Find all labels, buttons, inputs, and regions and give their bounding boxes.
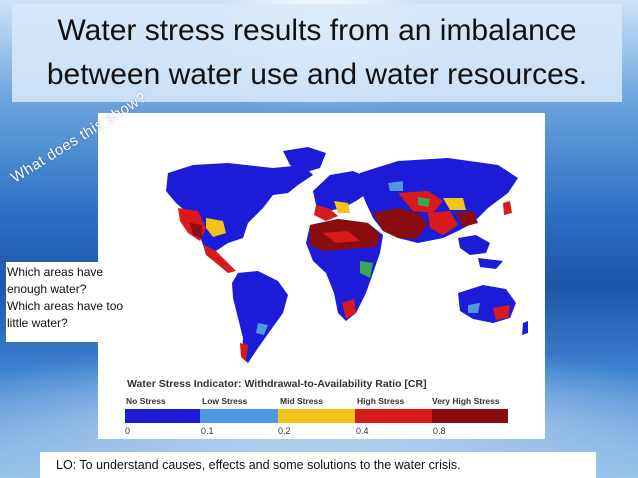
southeast-asia bbox=[458, 235, 490, 255]
legend-label-low-stress: Low Stress bbox=[202, 396, 248, 406]
north-america bbox=[166, 163, 313, 251]
question-line: enough water? bbox=[7, 282, 87, 296]
south-america bbox=[232, 271, 288, 363]
questions-box: Which areas have enough water? Which are… bbox=[6, 262, 158, 342]
middle-east-stress bbox=[373, 208, 428, 239]
question-line: little water? bbox=[7, 316, 68, 330]
question-line: Which areas have too bbox=[7, 299, 124, 313]
japan bbox=[503, 201, 512, 215]
legend-swatch-very-high-stress bbox=[432, 409, 508, 423]
legend-swatch-high-stress bbox=[355, 409, 432, 423]
learning-objective-text: LO: To understand causes, effects and so… bbox=[56, 458, 461, 472]
title-line-1: Water stress results from an imbalance bbox=[57, 14, 577, 47]
legend-tick: 0.1 bbox=[201, 426, 214, 436]
legend-tick: 0.8 bbox=[433, 426, 446, 436]
greenland bbox=[283, 147, 326, 173]
title-line-2: between water use and water resources. bbox=[46, 58, 588, 91]
slide-title: Water stress results from an imbalance b… bbox=[12, 4, 622, 102]
legend-swatch-no-stress bbox=[125, 409, 200, 423]
europe bbox=[313, 171, 370, 211]
legend-tick: 0.2 bbox=[278, 426, 291, 436]
water-stress-map bbox=[98, 113, 545, 439]
world-map bbox=[125, 147, 528, 423]
legend-label-no-stress: No Stress bbox=[126, 396, 166, 406]
legend-swatch-low-stress bbox=[200, 409, 278, 423]
question-line: Which areas have bbox=[7, 265, 104, 279]
legend-bar bbox=[125, 409, 508, 423]
legend-label-mid-stress: Mid Stress bbox=[280, 396, 323, 406]
legend-swatch-mid-stress bbox=[278, 409, 355, 423]
central-america bbox=[203, 245, 236, 273]
legend-tick: 0.4 bbox=[356, 426, 369, 436]
learning-objective: LO: To understand causes, effects and so… bbox=[40, 452, 596, 478]
legend-tick: 0 bbox=[125, 426, 131, 436]
legend-label-very-high-stress: Very High Stress bbox=[432, 396, 500, 406]
legend-title: Water Stress Indicator: Withdrawal-to-Av… bbox=[127, 378, 427, 390]
legend-label-high-stress: High Stress bbox=[357, 396, 405, 406]
